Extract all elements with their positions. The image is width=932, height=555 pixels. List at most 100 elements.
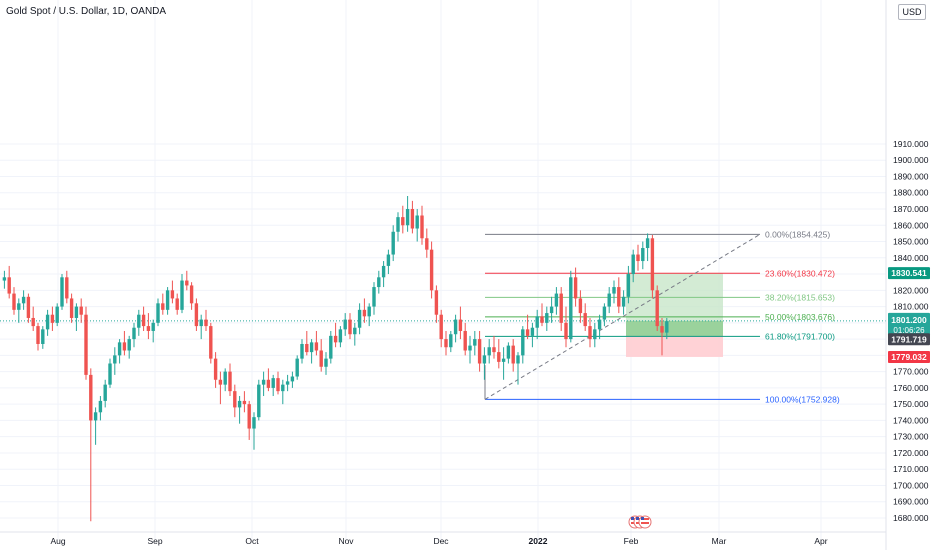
price-tick-label: 1770.000 xyxy=(893,367,929,377)
candle-body xyxy=(602,306,607,320)
candle-body xyxy=(309,342,314,353)
candle xyxy=(93,407,98,445)
candle-body xyxy=(367,306,371,317)
fib-0-label: 0.00%(1854.425) xyxy=(765,229,830,239)
candle xyxy=(65,270,69,304)
candle xyxy=(444,330,448,356)
candle xyxy=(621,290,626,315)
candle-body xyxy=(665,321,669,333)
candle-body xyxy=(2,277,7,281)
candle xyxy=(602,303,607,327)
candle xyxy=(55,303,59,327)
candle-body xyxy=(477,339,482,364)
candle xyxy=(569,270,573,343)
candle xyxy=(98,396,103,421)
candle-body xyxy=(535,316,539,328)
candle-body xyxy=(559,293,563,323)
candle xyxy=(453,314,458,343)
candle-body xyxy=(45,314,50,330)
candle xyxy=(429,241,434,299)
time-axis[interactable]: Aug Sep Oct Nov Dec 2022 Feb Mar Apr xyxy=(0,531,886,546)
candle-body xyxy=(65,277,69,299)
candle xyxy=(252,412,256,450)
price-tick-label: 1910.000 xyxy=(893,139,929,149)
candle-body xyxy=(252,417,256,429)
currency-button[interactable]: USD xyxy=(898,4,926,20)
candle xyxy=(530,322,535,348)
candle xyxy=(12,287,16,315)
flag-canton xyxy=(631,517,634,520)
candle xyxy=(665,317,669,340)
candle-body xyxy=(290,376,295,382)
candle-body xyxy=(343,319,347,330)
fib-50-label: 50.00%(1803.676) xyxy=(765,312,835,322)
candle-body xyxy=(530,327,535,336)
candle xyxy=(122,330,127,356)
candle xyxy=(381,261,386,288)
candle-body xyxy=(132,327,136,340)
candle xyxy=(41,326,45,349)
candle-body xyxy=(204,319,208,327)
candle-body xyxy=(79,306,83,315)
candle xyxy=(103,379,107,408)
candle-body xyxy=(74,306,79,318)
candle xyxy=(223,368,227,392)
entry-price-label: 1791.719 xyxy=(891,334,927,344)
price-tick-label: 1810.000 xyxy=(893,302,929,312)
us-flag-event-icon[interactable] xyxy=(628,515,652,529)
candle-body xyxy=(463,330,467,351)
candle xyxy=(473,330,477,356)
candle-body xyxy=(233,391,237,408)
candle xyxy=(645,233,650,262)
candle-body xyxy=(396,217,400,232)
candle-body xyxy=(228,371,232,392)
candle-body xyxy=(242,400,247,405)
candle-body xyxy=(626,274,631,297)
candle-body xyxy=(578,298,583,314)
candle xyxy=(612,280,616,304)
price-tick-label: 1860.000 xyxy=(893,220,929,230)
stop-price-tag-bg xyxy=(888,350,930,363)
candle-body xyxy=(17,303,21,310)
candle xyxy=(559,287,563,331)
candle-body xyxy=(247,404,251,429)
candle-body xyxy=(372,287,376,307)
candle-body xyxy=(36,326,40,344)
candle-body xyxy=(60,277,64,307)
candle-body xyxy=(122,342,127,351)
countdown-label: 01:06:26 xyxy=(893,326,925,335)
candle xyxy=(108,358,112,388)
price-tick-label: 1840.000 xyxy=(893,253,929,263)
price-tick-label: 1720.000 xyxy=(893,448,929,458)
candle xyxy=(113,347,117,375)
candle-body xyxy=(583,313,587,327)
candle xyxy=(487,339,491,364)
candle-body xyxy=(127,339,131,351)
candle-body xyxy=(41,329,45,344)
candle xyxy=(367,303,371,327)
fib-trend-line[interactable] xyxy=(484,233,761,400)
candle xyxy=(132,322,136,348)
candle xyxy=(655,285,659,331)
time-label-2022: 2022 xyxy=(529,536,548,546)
candle-body xyxy=(377,277,381,288)
candle-body xyxy=(199,319,203,327)
price-tick-label: 1870.000 xyxy=(893,204,929,214)
candle xyxy=(257,379,261,421)
candle xyxy=(170,280,175,304)
candle-body xyxy=(276,378,280,392)
fibonacci-retracement[interactable]: 0.00%(1854.425) 23.60%(1830.472) 38.20%(18… xyxy=(0,229,886,404)
candle-body xyxy=(617,287,621,307)
candle-body xyxy=(429,249,434,291)
candle xyxy=(583,303,587,331)
candle-body xyxy=(69,298,74,318)
candle xyxy=(549,296,554,323)
candle-body xyxy=(439,314,443,340)
open-profit-zone xyxy=(626,320,723,337)
price-tick-label: 1700.000 xyxy=(893,480,929,490)
candle-body xyxy=(338,329,343,343)
candle xyxy=(79,298,83,323)
candle xyxy=(137,309,141,336)
